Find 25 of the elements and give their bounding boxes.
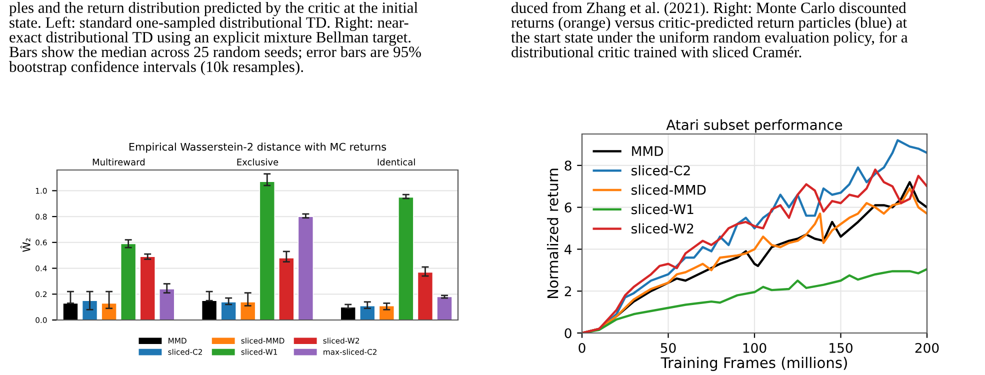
legend-label: MMD: [632, 146, 663, 156]
x-tick-label: Multireward: [92, 158, 145, 166]
chart-title: Atari subset performance: [666, 119, 842, 133]
x-tick-label: 150: [830, 342, 852, 353]
y-tick-label: 6: [564, 202, 572, 213]
legend-label: sliced-W2: [632, 223, 694, 234]
x-tick-label: Exclusive: [237, 158, 278, 166]
y-tick-label: 0: [564, 328, 572, 338]
x-tick-label: 200: [915, 342, 939, 353]
legend-label: sliced-MMD: [632, 184, 706, 195]
x-tick-label: Identical: [378, 158, 415, 166]
chart-title: Empirical Wasserstein-2 distance with MC returns: [129, 142, 386, 153]
legend-label: sliced-W1: [632, 204, 694, 214]
legend-label: sliced-C2: [632, 165, 690, 176]
text: duced from Zhang et al. (2021). Right: Monte Carlo discounted returns (orange) versus critic-predicted return particles (blue) at the start state under the uniform random evaluation policy, for a distributional critic trained with sliced Cramér.: [511, 2, 908, 58]
y-axis-title: Normalized return: [546, 168, 558, 298]
y-tick-label: 4: [564, 244, 572, 254]
y-tick-label: 2: [564, 286, 571, 296]
text: ples and the return distribution predicted by the critic at the initial state. Left: standard one-sampled distributional TD. Right: near- exact distributional TD using an explicit mixture Bellman target. Bars show the median across 25 random seeds; error bars are 95% bootstrap confidence intervals (10k resamples).: [9, 2, 421, 76]
x-tick-label: 100: [743, 342, 766, 353]
y-axis-title: Ŵ₂: [20, 238, 30, 252]
x-tick-label: 50: [660, 342, 676, 353]
y-tick-label: 8: [564, 160, 572, 171]
x-axis-title: Training Frames (millions): [660, 356, 847, 371]
x-tick-label: 0: [578, 342, 586, 353]
